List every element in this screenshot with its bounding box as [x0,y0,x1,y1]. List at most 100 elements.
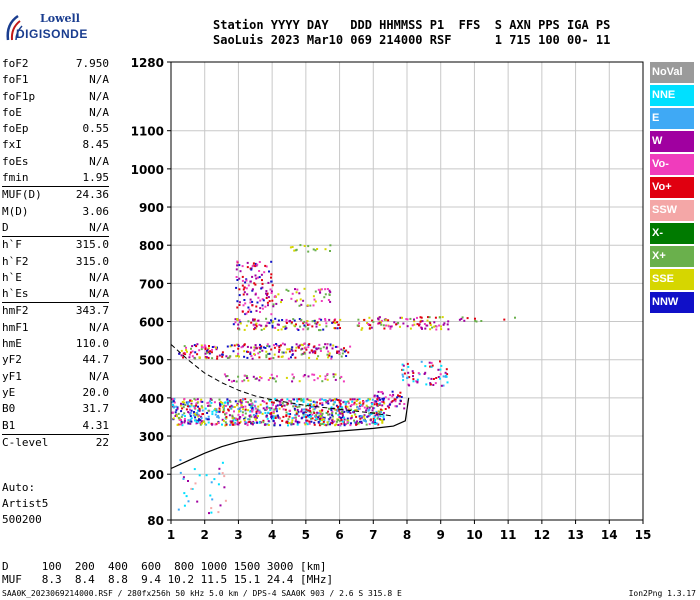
echo-point [300,353,303,356]
legend-item: NNE [650,85,694,106]
echo-point [306,304,309,307]
echo-point [254,293,257,296]
echo-point [244,421,247,424]
echo-point [193,412,196,415]
echo-point [254,414,257,417]
echo-point [428,361,431,364]
echo-point [425,324,428,327]
echo-point [326,373,329,376]
echo-point [446,381,449,384]
echo-point [230,380,233,383]
echo-point [242,293,245,296]
echo-point [198,414,201,417]
echo-point [210,511,213,514]
echo-point [255,377,258,380]
echo-point [223,486,226,489]
param-row: hmE 110.0 [2,336,109,352]
echo-point [341,412,344,415]
echo-point [244,281,247,284]
echo-point [200,344,203,347]
echo-point [380,323,383,326]
echo-point [300,303,303,306]
echo-point [196,343,199,346]
echo-point [442,375,445,378]
echo-point [251,265,254,268]
echo-point [196,398,199,401]
echo-point [243,343,246,346]
echo-point [365,409,368,412]
echo-point [313,421,316,424]
echo-point [268,352,271,355]
echo-point [193,411,195,413]
echo-point [251,408,253,411]
param-row: hmF1 N/A [2,320,109,336]
echo-point [291,292,294,295]
echo-point [377,399,379,402]
echo-point [251,300,254,303]
echo-point [319,347,322,350]
echo-point [265,415,268,418]
echo-point [256,301,259,304]
echo-point [218,472,221,475]
echo-point [196,500,199,503]
echo-point [270,413,273,416]
echo-point [183,419,186,422]
echo-point [319,411,322,414]
echo-point [276,404,279,407]
echo-point [211,498,214,501]
echo-point [288,348,291,351]
echo-point [229,407,232,410]
echo-point [372,417,375,420]
echo-point [293,249,296,252]
echo-point [298,318,301,320]
echo-point [267,304,269,307]
echo-point [189,418,192,421]
echo-point [244,313,247,316]
legend-item: X+ [650,246,694,267]
echo-point [291,346,294,349]
echo-point [240,401,243,404]
echo-point [376,402,378,405]
echo-point [329,416,332,419]
echo-point [298,421,301,424]
echo-point [231,415,234,418]
echo-point [250,409,253,412]
echo-point [339,399,342,402]
echo-point [429,324,432,326]
echo-point [250,310,253,313]
echo-point [243,419,246,421]
echo-point [365,423,368,426]
echo-point [406,318,409,321]
param-row: foEs N/A [2,154,109,170]
echo-point [287,412,290,415]
echo-point [373,394,376,397]
echo-point [435,377,438,379]
echo-point [398,395,401,398]
echo-point [238,294,241,297]
echo-point [377,390,380,393]
echo-point [244,422,247,425]
echo-point [280,301,282,304]
echo-point [214,423,217,426]
polarization-legend: NoVal NNE E W Vo- Vo+ SSW X- X+ SSE NNW [650,62,694,315]
echo-point [353,411,355,414]
echo-point [255,277,258,280]
echo-point [230,421,233,424]
echo-point [318,424,321,427]
echo-point [327,410,329,413]
echo-point [293,324,296,327]
echo-point [288,422,291,425]
echo-point [270,357,273,360]
echo-point [199,422,202,425]
echo-point [236,404,238,407]
echo-point [217,414,220,417]
echo-point [183,398,186,400]
echo-point [355,421,358,424]
echo-point [269,288,272,291]
echo-point [258,379,261,382]
echo-point [302,413,305,416]
echo-point [187,411,190,413]
echo-point [319,412,322,415]
echo-point [385,318,388,321]
x-tick-label: 5 [302,528,310,542]
